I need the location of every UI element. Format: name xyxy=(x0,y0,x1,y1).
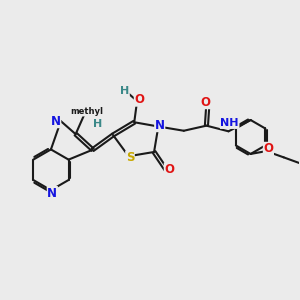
Text: N: N xyxy=(51,115,61,128)
Text: O: O xyxy=(263,142,273,155)
Text: S: S xyxy=(126,151,134,164)
Text: H: H xyxy=(93,119,103,129)
Text: N: N xyxy=(47,187,57,200)
Text: NH: NH xyxy=(220,118,239,128)
Text: N: N xyxy=(155,118,165,132)
Text: O: O xyxy=(201,96,211,109)
Text: H: H xyxy=(120,86,129,96)
Text: O: O xyxy=(164,163,174,176)
Text: O: O xyxy=(134,93,144,106)
Text: methyl: methyl xyxy=(70,107,104,116)
